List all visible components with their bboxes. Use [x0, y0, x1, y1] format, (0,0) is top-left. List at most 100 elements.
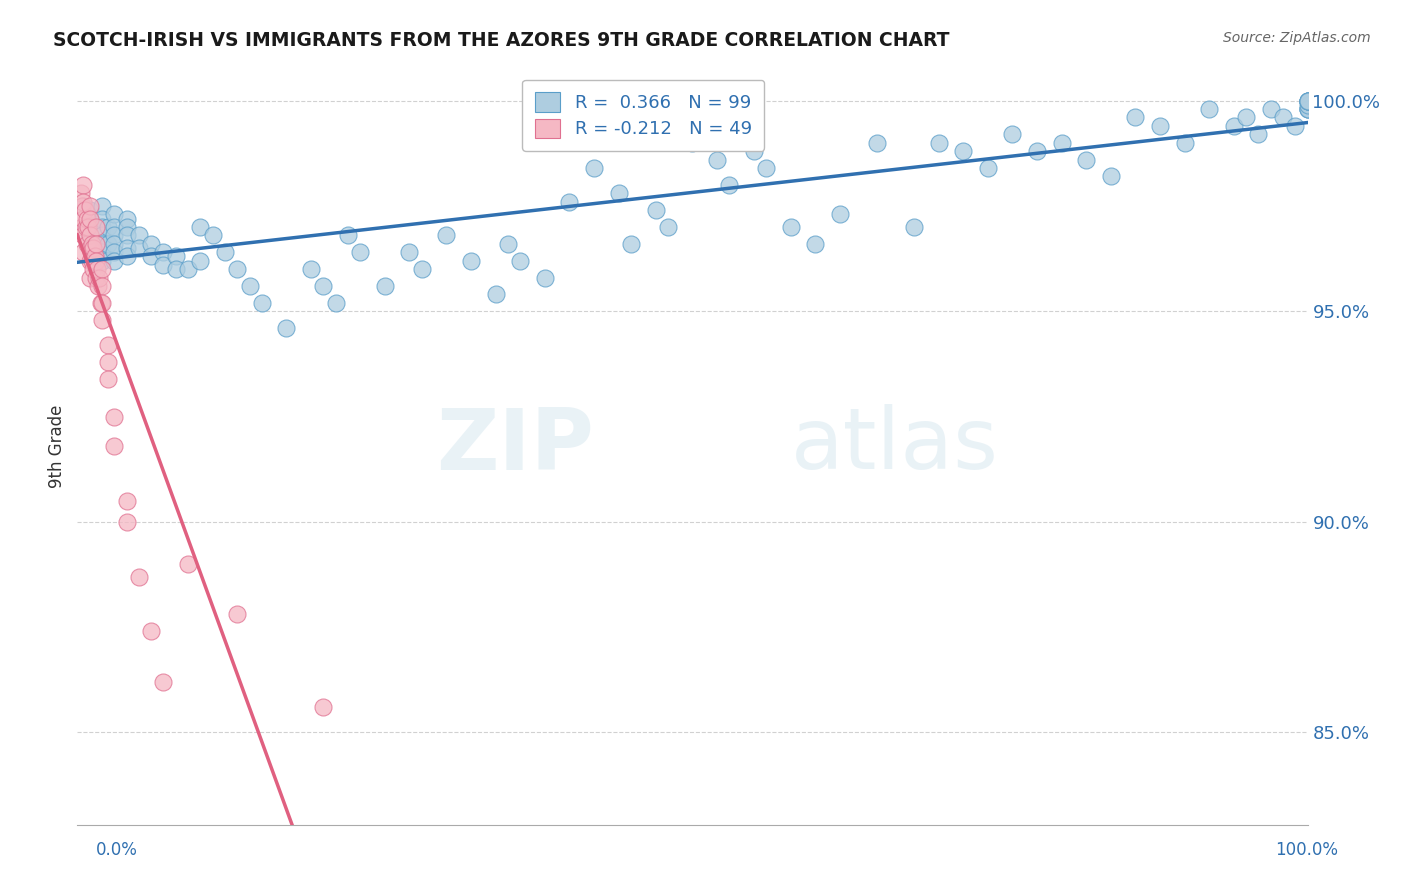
Point [82, 253, 104, 268]
Point [188, 219, 212, 234]
Point [1296, 97, 1319, 112]
Point [1296, 94, 1319, 108]
Point [141, 236, 163, 251]
Point [177, 557, 200, 571]
Point [115, 249, 138, 263]
Point [349, 245, 371, 260]
Text: atlas: atlas [792, 404, 998, 488]
Point [90, 312, 114, 326]
Point [398, 245, 420, 260]
Point [485, 287, 508, 301]
Text: 100.0%: 100.0% [1275, 840, 1339, 858]
Point [90, 199, 114, 213]
Point [250, 295, 273, 310]
Point [1026, 144, 1049, 158]
Point [103, 236, 125, 251]
Point [90, 236, 114, 251]
Point [76, 236, 98, 251]
Point [115, 211, 138, 226]
Point [84, 270, 107, 285]
Point [742, 144, 765, 158]
Point [82, 236, 104, 251]
Point [188, 253, 212, 268]
Point [72, 228, 94, 243]
Point [90, 228, 114, 243]
Point [239, 279, 262, 293]
Text: ZIP: ZIP [436, 404, 595, 488]
Point [79, 270, 101, 285]
Point [90, 262, 114, 277]
Point [115, 228, 138, 243]
Point [128, 569, 150, 583]
Point [804, 236, 827, 251]
Point [115, 493, 138, 508]
Point [79, 253, 101, 268]
Point [82, 241, 104, 255]
Point [79, 211, 101, 226]
Point [928, 136, 950, 150]
Point [89, 270, 111, 285]
Point [115, 219, 138, 234]
Point [70, 186, 93, 201]
Point [79, 203, 101, 218]
Point [141, 249, 163, 263]
Point [70, 199, 93, 213]
Point [1296, 102, 1319, 116]
Point [84, 253, 107, 268]
Point [1260, 102, 1282, 116]
Point [152, 674, 174, 689]
Point [77, 219, 100, 234]
Point [79, 199, 101, 213]
Point [706, 153, 728, 167]
Point [115, 515, 138, 529]
Point [780, 219, 803, 234]
Point [1125, 111, 1147, 125]
Point [103, 219, 125, 234]
Point [214, 245, 236, 260]
Point [141, 624, 163, 639]
Point [86, 262, 108, 277]
Point [460, 253, 482, 268]
Point [1272, 111, 1295, 125]
Point [90, 253, 114, 268]
Point [1223, 119, 1246, 133]
Point [97, 236, 120, 251]
Point [90, 295, 114, 310]
Point [374, 279, 396, 293]
Point [1247, 128, 1270, 142]
Point [128, 228, 150, 243]
Point [97, 371, 120, 385]
Point [72, 211, 94, 226]
Legend: R =  0.366   N = 99, R = -0.212   N = 49: R = 0.366 N = 99, R = -0.212 N = 49 [522, 79, 765, 151]
Point [1296, 102, 1319, 116]
Point [1076, 153, 1098, 167]
Point [76, 219, 98, 234]
Point [97, 338, 120, 352]
Point [496, 236, 519, 251]
Point [755, 161, 778, 175]
Point [75, 219, 97, 234]
Point [299, 262, 322, 277]
Point [90, 245, 114, 260]
Point [72, 245, 94, 260]
Point [325, 295, 347, 310]
Point [115, 241, 138, 255]
Point [90, 211, 114, 226]
Point [583, 161, 606, 175]
Point [72, 199, 94, 213]
Point [103, 253, 125, 268]
Point [103, 207, 125, 221]
Point [97, 219, 120, 234]
Point [165, 249, 187, 263]
Point [103, 245, 125, 260]
Point [226, 262, 249, 277]
Point [152, 245, 174, 260]
Point [509, 253, 531, 268]
Point [977, 161, 1000, 175]
Point [276, 321, 298, 335]
Point [72, 194, 94, 209]
Point [1234, 111, 1257, 125]
Point [79, 211, 101, 226]
Point [1296, 94, 1319, 108]
Point [1296, 94, 1319, 108]
